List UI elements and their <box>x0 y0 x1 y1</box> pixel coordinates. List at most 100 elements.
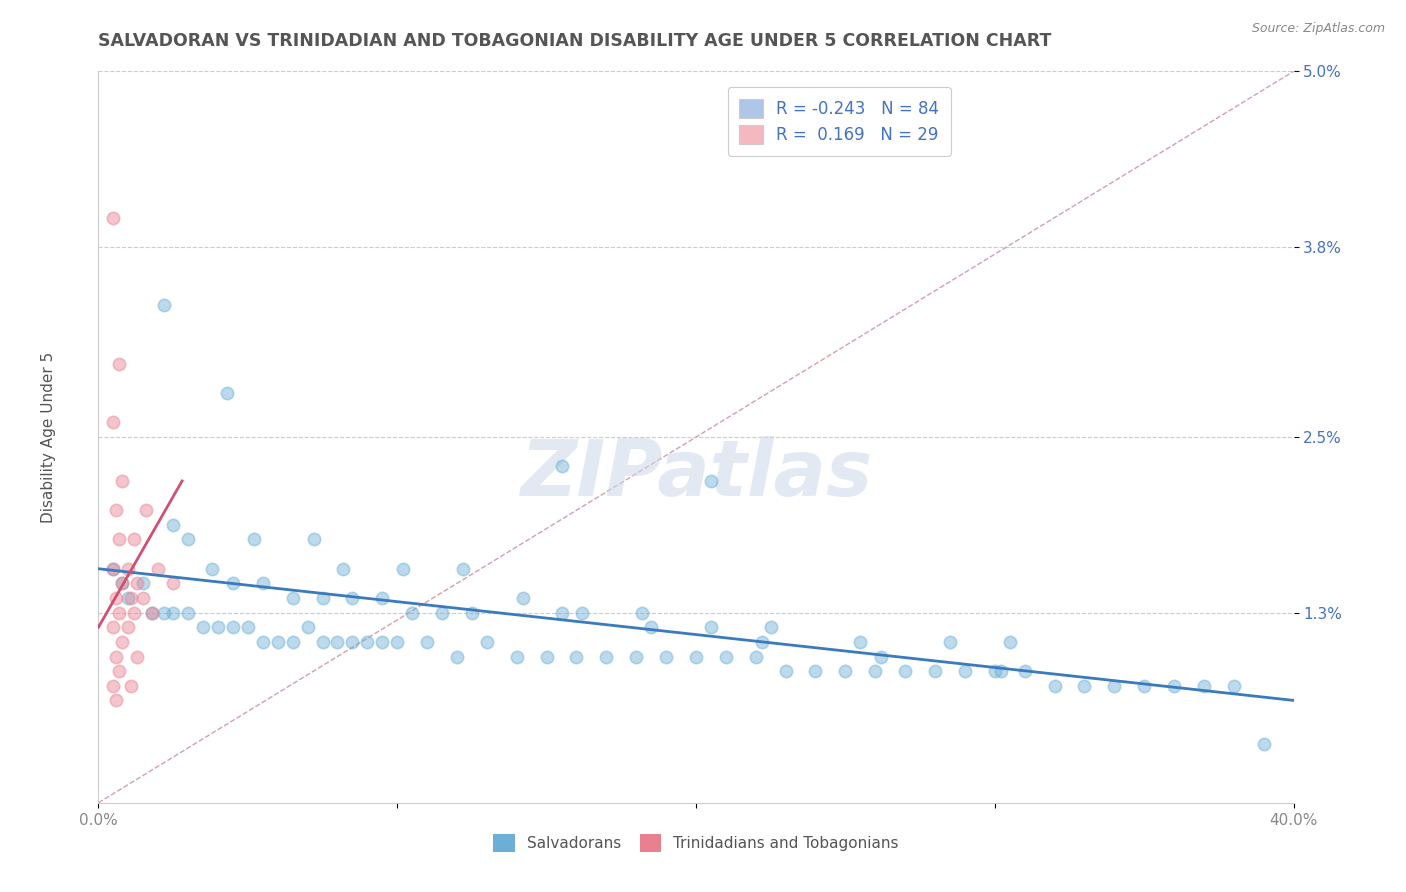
Point <box>342 591 364 605</box>
Point <box>311 591 333 605</box>
Point <box>141 606 163 620</box>
Point <box>148 562 170 576</box>
Point <box>153 606 176 620</box>
Point <box>571 606 593 620</box>
Point <box>356 635 378 649</box>
Point <box>105 591 128 605</box>
Point <box>759 620 782 634</box>
Point <box>834 664 856 678</box>
Point <box>215 386 238 401</box>
Point <box>111 576 134 591</box>
Point <box>105 693 128 707</box>
Point <box>243 533 266 547</box>
Point <box>105 649 128 664</box>
Point <box>446 649 468 664</box>
Point <box>201 562 224 576</box>
Text: Disability Age Under 5: Disability Age Under 5 <box>41 351 56 523</box>
Point <box>153 298 176 312</box>
Point <box>108 664 131 678</box>
Point <box>207 620 229 634</box>
Point <box>103 562 125 576</box>
Point <box>751 635 773 649</box>
Point <box>990 664 1012 678</box>
Point <box>267 635 290 649</box>
Point <box>103 416 125 430</box>
Point <box>281 591 304 605</box>
Point <box>141 606 163 620</box>
Point <box>124 606 146 620</box>
Point <box>252 635 274 649</box>
Point <box>550 606 572 620</box>
Point <box>1223 679 1246 693</box>
Point <box>103 620 125 634</box>
Point <box>1163 679 1185 693</box>
Point <box>222 576 245 591</box>
Point <box>385 635 409 649</box>
Point <box>120 679 142 693</box>
Point <box>1253 737 1275 751</box>
Point <box>162 517 184 532</box>
Point <box>108 533 131 547</box>
Point <box>117 620 139 634</box>
Point <box>1104 679 1126 693</box>
Point <box>475 635 498 649</box>
Point <box>939 635 962 649</box>
Point <box>512 591 534 605</box>
Point <box>1073 679 1095 693</box>
Legend: Salvadorans, Trinidadians and Tobagonians: Salvadorans, Trinidadians and Tobagonian… <box>484 825 908 861</box>
Point <box>103 562 125 576</box>
Point <box>281 635 304 649</box>
Point <box>745 649 768 664</box>
Point <box>416 635 439 649</box>
Point <box>103 679 125 693</box>
Point <box>311 635 333 649</box>
Point <box>849 635 872 649</box>
Point <box>430 606 453 620</box>
Point <box>236 620 259 634</box>
Point <box>105 503 128 517</box>
Point <box>135 503 157 517</box>
Point <box>111 474 134 488</box>
Text: SALVADORAN VS TRINIDADIAN AND TOBAGONIAN DISABILITY AGE UNDER 5 CORRELATION CHAR: SALVADORAN VS TRINIDADIAN AND TOBAGONIAN… <box>98 32 1052 50</box>
Point <box>865 664 887 678</box>
Point <box>132 591 155 605</box>
Point <box>655 649 678 664</box>
Point <box>191 620 214 634</box>
Point <box>565 649 588 664</box>
Text: ZIPatlas: ZIPatlas <box>520 435 872 512</box>
Point <box>132 576 155 591</box>
Point <box>870 649 893 664</box>
Point <box>998 635 1021 649</box>
Point <box>371 591 394 605</box>
Point <box>177 606 200 620</box>
Point <box>252 576 274 591</box>
Point <box>506 649 529 664</box>
Point <box>631 606 654 620</box>
Point <box>222 620 245 634</box>
Point <box>1014 664 1036 678</box>
Point <box>626 649 648 664</box>
Point <box>700 620 723 634</box>
Point <box>894 664 917 678</box>
Point <box>302 533 325 547</box>
Point <box>536 649 558 664</box>
Point <box>111 635 134 649</box>
Point <box>342 635 364 649</box>
Point <box>127 649 149 664</box>
Point <box>550 459 572 474</box>
Point <box>1192 679 1215 693</box>
Point <box>108 606 131 620</box>
Point <box>124 533 146 547</box>
Point <box>108 357 131 371</box>
Point <box>924 664 946 678</box>
Point <box>804 664 827 678</box>
Point <box>700 474 723 488</box>
Point <box>714 649 737 664</box>
Point <box>953 664 976 678</box>
Point <box>162 606 184 620</box>
Point <box>120 591 142 605</box>
Point <box>1133 679 1156 693</box>
Point <box>117 591 139 605</box>
Point <box>332 562 354 576</box>
Point <box>685 649 707 664</box>
